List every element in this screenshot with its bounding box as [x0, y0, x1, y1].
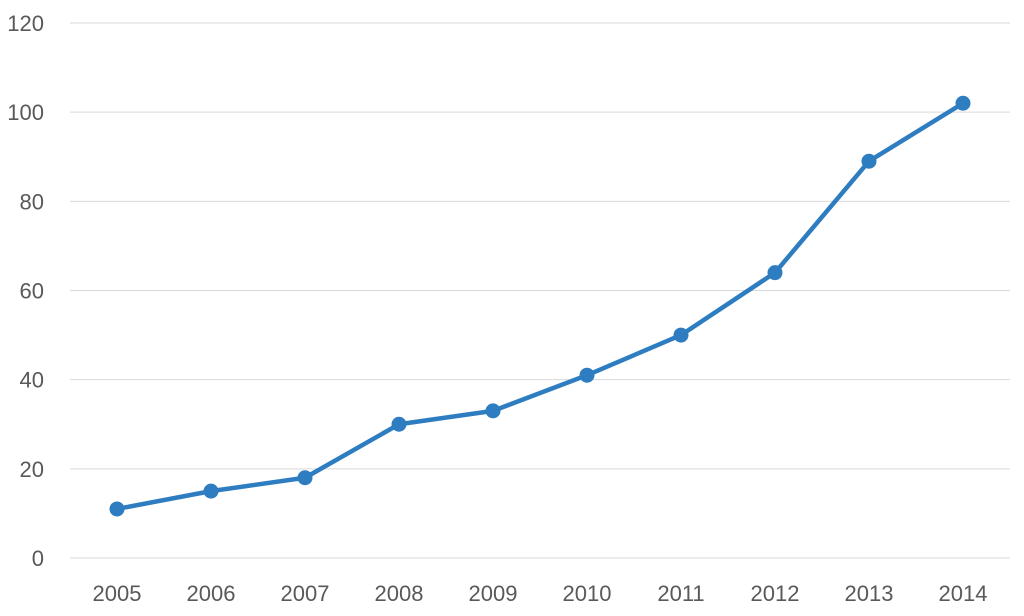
y-tick-label: 0	[32, 546, 44, 571]
y-tick-label: 40	[20, 368, 44, 393]
data-point-2005	[109, 501, 125, 517]
x-tick-label: 2005	[93, 581, 142, 606]
x-tick-label: 2013	[845, 581, 894, 606]
x-tick-label: 2008	[375, 581, 424, 606]
data-point-2009	[485, 403, 501, 419]
x-tick-label: 2011	[657, 581, 704, 606]
x-tick-label: 2007	[281, 581, 330, 606]
data-point-2010	[579, 367, 595, 383]
x-tick-label: 2012	[751, 581, 800, 606]
x-tick-label: 2009	[469, 581, 518, 606]
data-point-2011	[673, 327, 689, 343]
series-layer	[109, 95, 971, 517]
data-point-2006	[203, 483, 219, 499]
data-point-2012	[767, 265, 783, 281]
y-tick-label: 80	[20, 189, 44, 214]
x-tick-label: 2006	[187, 581, 236, 606]
data-point-2007	[297, 470, 313, 486]
y-tick-label: 100	[7, 100, 44, 125]
data-point-2013	[861, 153, 877, 169]
y-tick-label: 120	[7, 11, 44, 36]
x-tick-label: 2010	[563, 581, 612, 606]
y-axis-tick-labels: 0 20 40 60 80 100 120	[7, 11, 44, 571]
data-point-2014	[955, 95, 971, 111]
data-point-2008	[391, 416, 407, 432]
y-tick-label: 20	[20, 457, 44, 482]
y-tick-label: 60	[20, 279, 44, 304]
series-line	[114, 101, 966, 512]
x-axis-tick-labels: 2005 2006 2007 2008 2009 2010 2011 2012 2013 2014	[93, 581, 988, 606]
x-tick-label: 2014	[939, 581, 988, 606]
gridlines	[70, 22, 1010, 559]
